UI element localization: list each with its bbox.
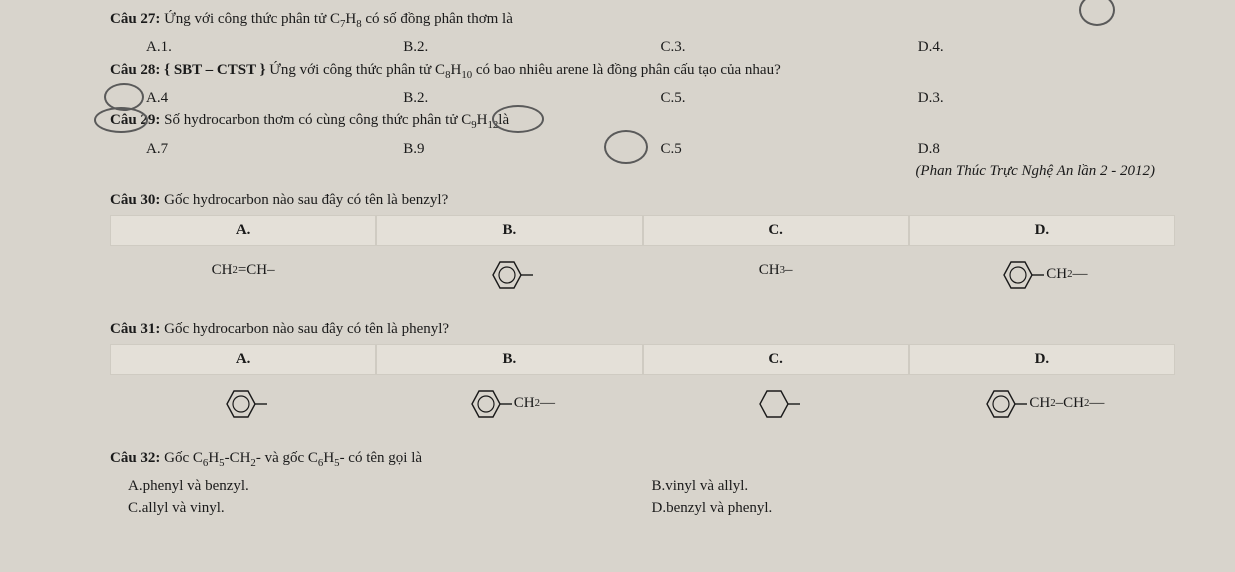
- q32-options-row1: A.phenyl và benzyl. B.vinyl và allyl.: [110, 475, 1175, 498]
- q32-opt-b: B.vinyl và allyl.: [652, 475, 1176, 498]
- q30-body-a: CH2=CH–: [110, 246, 376, 300]
- benzene-ring-icon: [464, 385, 514, 423]
- q30-cell-c: C. CH3–: [643, 215, 909, 308]
- q27-options: A.1. B.2. C.3. D.4.: [110, 36, 1175, 59]
- q30-c-pre: CH: [759, 259, 780, 282]
- q31-label: Câu 31:: [110, 321, 160, 337]
- q32-opt-a: A.phenyl và benzyl.: [128, 475, 652, 498]
- q31-text: Gốc hydrocarbon nào sau đây có tên là ph…: [164, 321, 449, 337]
- q31-cell-d: D. CH2–CH2—: [909, 344, 1175, 437]
- q31-body-b: CH2—: [376, 375, 642, 437]
- q29-text-pre: Số hydrocarbon thơm có cùng công thức ph…: [164, 112, 471, 128]
- q28-opt-c: C.5.: [661, 87, 918, 110]
- q30-table: A. CH2=CH– B. C. CH3– D. CH2—: [110, 215, 1175, 308]
- question-32: Câu 32: Gốc C6H5-CH2- và gốc C6H5- có tê…: [110, 447, 1175, 471]
- q28-opt-a: A.4: [146, 87, 403, 110]
- q30-body-d: CH2—: [909, 246, 1175, 308]
- benzene-ring-icon: [979, 385, 1029, 423]
- pen-circle-icon: [104, 83, 144, 111]
- q29-opt-c: C.5: [661, 138, 918, 161]
- question-30: Câu 30: Gốc hydrocarbon nào sau đây có t…: [110, 189, 1175, 212]
- q29-opt-d: D.8: [918, 138, 1175, 161]
- q29-text-post: là: [498, 112, 509, 128]
- question-29: Câu 29: Số hydrocarbon thơm có cùng công…: [110, 109, 1175, 133]
- cyclohexane-ring-icon: [750, 385, 802, 423]
- q28-opt-b: B.2.: [403, 87, 660, 110]
- q30-cell-b: B.: [376, 215, 642, 308]
- q32-label: Câu 32:: [110, 450, 160, 466]
- q27-text-pre: Ứng với công thức phân tử C: [164, 11, 340, 27]
- q29-options: A.7 B.9 C.5 D.8: [110, 138, 1175, 161]
- q30-cell-a: A. CH2=CH–: [110, 215, 376, 308]
- q31-cell-b: B. CH2—: [376, 344, 642, 437]
- q27-opt-c: C.3.: [661, 36, 918, 59]
- q32-mid2: - và gốc C: [256, 450, 318, 466]
- q31-body-a: [110, 375, 376, 437]
- q30-header-b: B.: [376, 215, 642, 246]
- q27-opt-d: D.4.: [918, 36, 1175, 59]
- question-28: Câu 28: { SBT – CTST } Ứng với công thức…: [110, 59, 1175, 83]
- q28-text-pre: Ứng với công thức phân tử C: [269, 62, 445, 78]
- q27-label: Câu 27:: [110, 11, 160, 27]
- q30-a-pre: CH: [212, 259, 233, 282]
- q29-source: (Phan Thúc Trực Nghệ An lần 2 - 2012): [110, 160, 1175, 183]
- q32-f3h: H: [323, 450, 334, 466]
- q31-d-ch2: CH: [1063, 392, 1084, 415]
- q32-opt-c: C.allyl và vinyl.: [128, 497, 652, 520]
- q31-header-d: D.: [909, 344, 1175, 375]
- q31-header-a: A.: [110, 344, 376, 375]
- q31-cell-a: A.: [110, 344, 376, 437]
- benzene-ring-icon: [483, 256, 535, 294]
- q29-opt-a: A.7: [146, 138, 403, 161]
- question-31: Câu 31: Gốc hydrocarbon nào sau đây có t…: [110, 318, 1175, 341]
- q31-header-c: C.: [643, 344, 909, 375]
- q32-f1h: H: [208, 450, 219, 466]
- q31-d-dash: —: [1089, 392, 1104, 415]
- q32-options-row2: C.allyl và vinyl. D.benzyl và phenyl.: [110, 497, 1175, 520]
- pen-circle-icon: [1079, 0, 1115, 26]
- q32-opt-d: D.benzyl và phenyl.: [652, 497, 1176, 520]
- q32-mid1: -CH: [225, 450, 251, 466]
- q28-opt-d: D.3.: [918, 87, 1175, 110]
- q31-d-ch1: CH: [1029, 392, 1050, 415]
- q32-pre: Gốc C: [164, 450, 203, 466]
- q30-cell-d: D. CH2—: [909, 215, 1175, 308]
- q31-cell-c: C.: [643, 344, 909, 437]
- q30-body-b: [376, 246, 642, 308]
- q27-opt-a: A.1.: [146, 36, 403, 59]
- q30-body-c: CH3–: [643, 246, 909, 300]
- benzene-ring-icon: [996, 256, 1046, 294]
- question-27: Câu 27: Ứng với công thức phân tử C7H8 c…: [110, 8, 1175, 32]
- q31-b-dash: —: [540, 392, 555, 415]
- q30-a-post: =CH–: [238, 259, 275, 282]
- q30-c-post: –: [785, 259, 793, 282]
- q28-options: A.4 B.2. C.5. D.3.: [110, 87, 1175, 110]
- q27-opt-b: B.2.: [403, 36, 660, 59]
- q31-body-d: CH2–CH2—: [909, 375, 1175, 437]
- q28-text-post: có bao nhiêu arene là đồng phân cấu tạo …: [472, 62, 781, 78]
- q30-header-c: C.: [643, 215, 909, 246]
- q32-post: - có tên gọi là: [340, 450, 422, 466]
- q29-opt-b: B.9: [403, 138, 660, 161]
- q29-sub2: 12: [487, 119, 498, 131]
- q31-header-b: B.: [376, 344, 642, 375]
- q29-mid: H: [477, 112, 488, 128]
- q31-d-mid: –: [1056, 392, 1064, 415]
- q30-header-a: A.: [110, 215, 376, 246]
- q30-d-ch: CH: [1046, 263, 1067, 286]
- q30-label: Câu 30:: [110, 192, 160, 208]
- q28-mid: H: [450, 62, 461, 78]
- q31-table: A. B. CH2— C. D.: [110, 344, 1175, 437]
- q28-label: Câu 28: { SBT – CTST }: [110, 62, 266, 78]
- benzene-ring-icon: [217, 385, 269, 423]
- q31-b-ch: CH: [514, 392, 535, 415]
- q30-text: Gốc hydrocarbon nào sau đây có tên là be…: [164, 192, 448, 208]
- q30-header-d: D.: [909, 215, 1175, 246]
- q31-body-c: [643, 375, 909, 437]
- q27-text-post: có số đồng phân thơm là: [362, 11, 513, 27]
- q27-mid: H: [345, 11, 356, 27]
- q29-label: Câu 29:: [110, 112, 160, 128]
- q28-sub2: 10: [461, 69, 472, 81]
- q30-d-dash: —: [1073, 263, 1088, 286]
